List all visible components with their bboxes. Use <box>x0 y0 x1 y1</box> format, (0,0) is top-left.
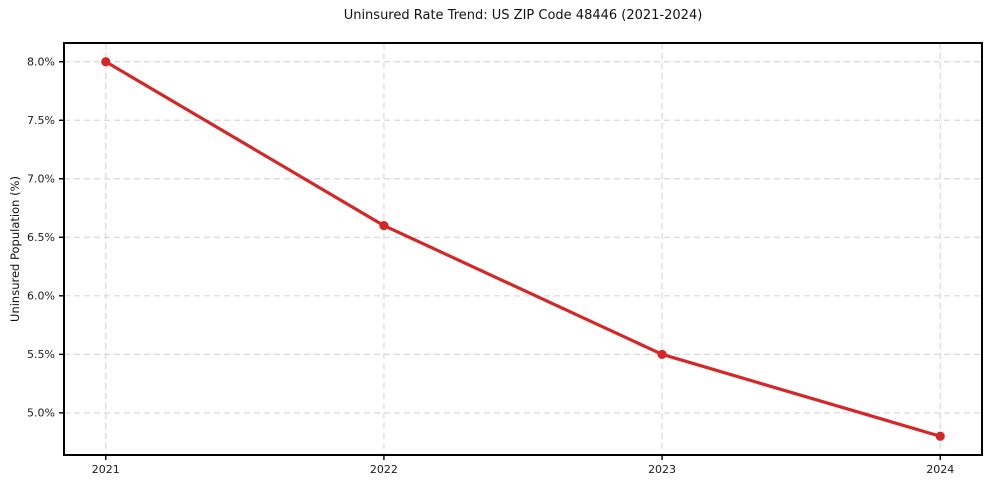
y-tick-label: 8.0% <box>27 56 55 69</box>
y-tick-label: 6.0% <box>27 290 55 303</box>
y-tick-label: 6.5% <box>27 231 55 244</box>
x-tick-label: 2023 <box>648 463 676 476</box>
trend-line <box>104 60 942 438</box>
y-tick-label: 7.5% <box>27 114 55 127</box>
y-tick-label: 5.5% <box>27 348 55 361</box>
x-tick-label: 2022 <box>370 463 398 476</box>
plot-border <box>63 42 983 456</box>
data-point-2024 <box>935 431 945 441</box>
y-axis-label: Uninsured Population (%) <box>8 176 22 322</box>
data-point-2023 <box>657 349 667 359</box>
chart-title: Uninsured Rate Trend: US ZIP Code 48446 … <box>343 8 703 23</box>
y-tick-label: 5.0% <box>27 407 55 420</box>
y-tick-label: 7.0% <box>27 173 55 186</box>
data-point-2021 <box>101 57 111 67</box>
data-point-2022 <box>379 220 389 231</box>
x-tick-label: 2021 <box>92 463 120 476</box>
x-tick-label: 2024 <box>926 463 954 476</box>
